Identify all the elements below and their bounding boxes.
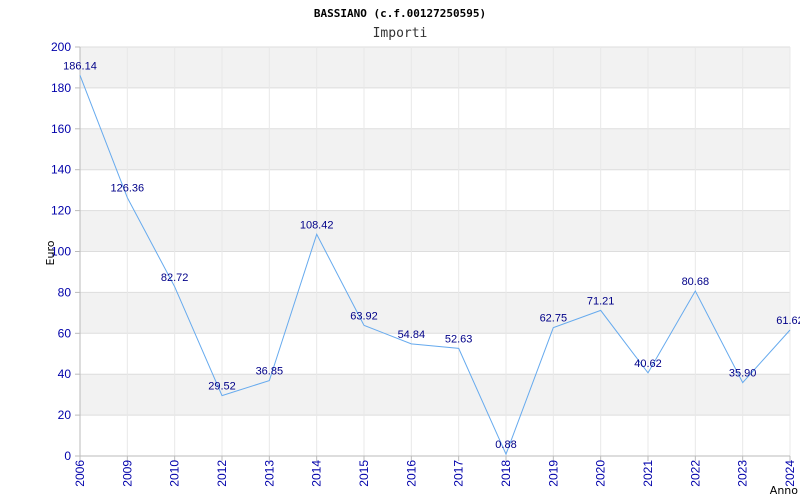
data-label: 82.72 — [161, 272, 189, 284]
data-label: 35.90 — [729, 368, 757, 380]
x-tick-label: 2010 — [168, 460, 182, 487]
data-label: 63.92 — [350, 310, 378, 322]
x-tick-label: 2020 — [594, 460, 608, 487]
grid-band — [80, 47, 790, 88]
data-label: 54.84 — [398, 329, 426, 341]
x-tick-label: 2024 — [783, 460, 797, 487]
series-line — [79, 75, 791, 456]
grid-band — [80, 87, 790, 129]
y-tick-label: 100 — [51, 245, 71, 259]
data-label: 0.88 — [495, 439, 516, 451]
y-tick-label: 0 — [64, 449, 71, 463]
x-tick-label: 2015 — [357, 460, 371, 487]
y-tick-label: 180 — [51, 81, 71, 95]
x-tick-labels: 2006 2009 2010 2012 2013 2014 2015 2016 2017 2018… — [73, 460, 797, 487]
data-label: 126.36 — [111, 183, 145, 195]
y-tick-label: 140 — [51, 163, 71, 177]
y-tick-label: 200 — [51, 40, 71, 54]
data-label: 61.62 — [776, 315, 800, 327]
x-tick-label: 2013 — [262, 460, 276, 487]
y-tick-labels: 0 20 40 60 80 100 120 140 160 180 200 — [51, 40, 71, 463]
x-tick-label: 2012 — [215, 460, 229, 487]
grid-band — [80, 415, 790, 456]
x-tick-label: 2017 — [452, 460, 466, 487]
y-tick-label: 80 — [58, 285, 72, 299]
x-tick-label: 2014 — [310, 460, 324, 487]
data-label: 80.68 — [682, 276, 710, 288]
grid-band — [80, 374, 790, 416]
data-label: 186.14 — [63, 60, 97, 72]
y-tick-label: 60 — [58, 326, 72, 340]
grid-band — [80, 333, 790, 375]
chart-title: BASSIANO (c.f.00127250595) — [314, 7, 486, 20]
x-tick-label: 2021 — [641, 460, 655, 487]
x-tick-label: 2022 — [688, 460, 702, 487]
data-label: 108.42 — [300, 219, 334, 231]
data-label: 36.85 — [256, 366, 284, 378]
x-axis-label: Anno — [770, 484, 798, 497]
y-tick-label: 20 — [58, 408, 72, 422]
grid-band — [80, 128, 790, 170]
data-labels: 186.14 126.36 82.72 29.52 36.85 108.42 63.92 54… — [63, 60, 800, 451]
grid-band — [80, 251, 790, 293]
x-tick-label: 2009 — [120, 460, 134, 487]
grid-band — [80, 210, 790, 252]
grid-bands — [80, 47, 790, 456]
y-tick-label: 40 — [58, 367, 72, 381]
x-tick-label: 2019 — [546, 460, 560, 487]
y-tick-label: 160 — [51, 122, 71, 136]
data-label: 71.21 — [587, 295, 615, 307]
x-tick-label: 2006 — [73, 460, 87, 487]
data-label: 29.52 — [208, 381, 236, 393]
chart-subtitle: Importi — [373, 26, 428, 41]
x-tick-label: 2016 — [404, 460, 418, 487]
data-label: 40.62 — [634, 358, 662, 370]
y-tick-label: 120 — [51, 204, 71, 218]
x-tick-label: 2023 — [736, 460, 750, 487]
data-label: 62.75 — [540, 313, 568, 325]
y-axis-label: Euro — [44, 240, 57, 265]
data-label: 52.63 — [445, 333, 473, 345]
grid-band — [80, 169, 790, 211]
x-tick-label: 2018 — [499, 460, 513, 487]
grid-band — [80, 292, 790, 334]
